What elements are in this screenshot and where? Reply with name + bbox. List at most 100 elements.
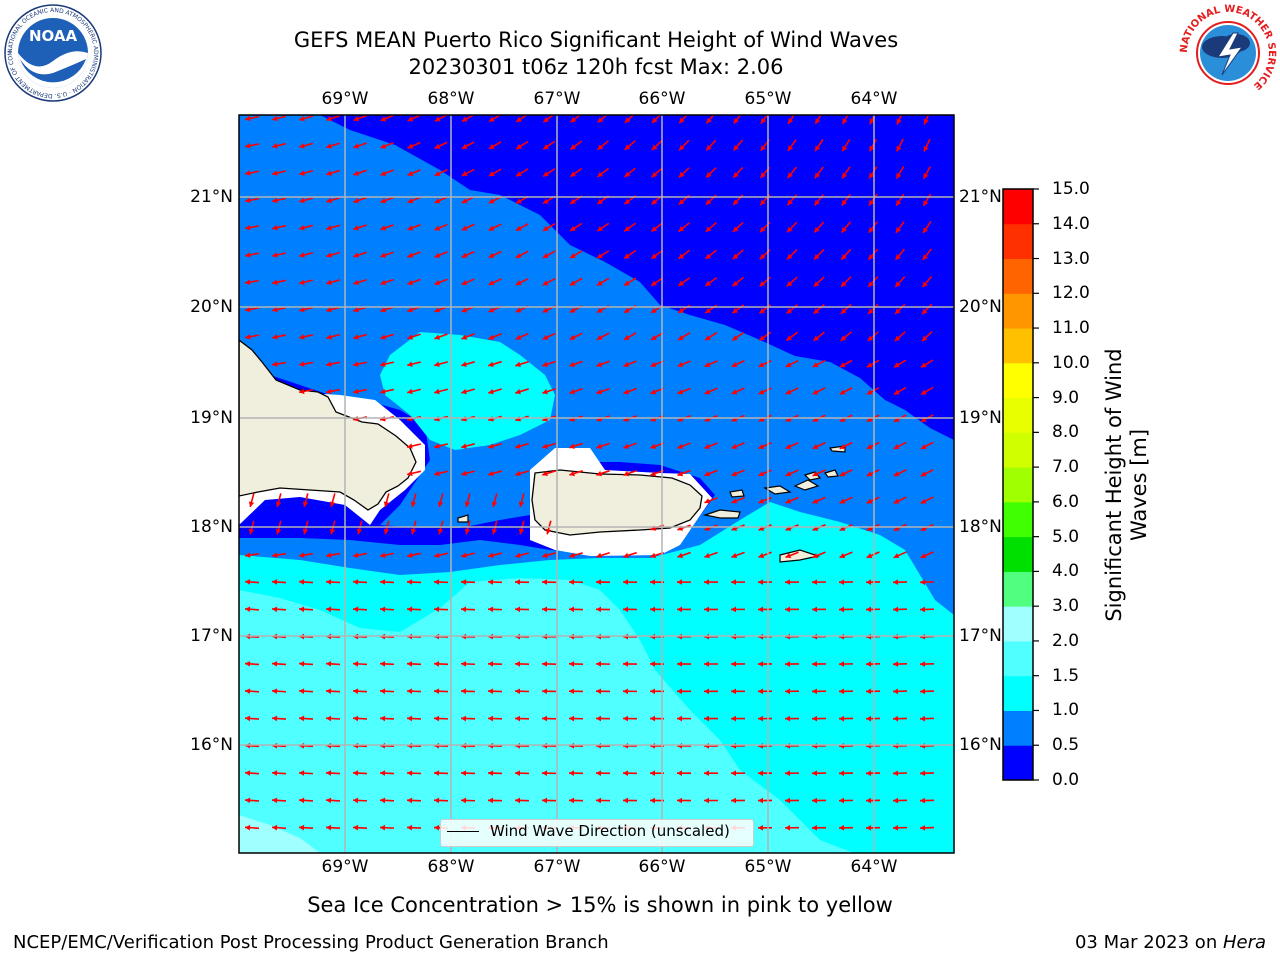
wave-vector-arrowhead — [650, 552, 656, 559]
wave-vector-arrowhead — [543, 198, 549, 204]
wave-vector-arrowhead — [704, 525, 711, 531]
wave-vector-arrowhead — [705, 335, 711, 341]
wave-vector-arrowhead — [866, 715, 872, 722]
wave-vector-arrowhead — [353, 116, 360, 122]
wave-vector-arrowhead — [893, 498, 900, 504]
wave-vector-arrowhead — [758, 362, 765, 368]
wave-vector-arrowhead — [488, 307, 495, 313]
wave-vector-arrowhead — [245, 306, 251, 313]
wave-vector-arrowhead — [596, 443, 603, 449]
wave-vector-arrowhead — [353, 770, 359, 776]
wave-vector-arrowhead — [650, 443, 657, 449]
wave-vector-arrowhead — [353, 688, 359, 694]
wave-vector-arrowhead — [299, 770, 305, 776]
wave-vector-arrowhead — [570, 144, 577, 150]
wave-vector-arrowhead — [407, 170, 414, 176]
footer-date-text: 03 Mar 2023 on — [1074, 932, 1223, 953]
wave-vector-arrowhead — [841, 254, 847, 260]
wave-vector-arrowhead — [866, 553, 873, 559]
wave-vector-arrowhead — [785, 525, 792, 531]
lon-tick-top-66: 66°W — [638, 89, 686, 109]
wave-vector-arrowhead — [597, 225, 603, 232]
wave-vector-arrowhead — [731, 797, 737, 804]
wave-vector-arrowhead — [569, 253, 576, 259]
wave-vector-arrowhead — [704, 471, 711, 477]
wave-vector-arrowhead — [543, 116, 550, 123]
wave-vector-arrowhead — [542, 334, 549, 340]
wave-vector-arrowhead — [272, 824, 278, 831]
wave-vector-arrowhead — [813, 308, 820, 314]
wave-vector-arrowhead — [785, 498, 792, 504]
wave-vector-arrowhead — [542, 579, 548, 585]
wave-vector-arrowhead — [839, 525, 846, 531]
colorbar-swatch — [1003, 328, 1033, 364]
wave-vector-arrowhead — [866, 444, 873, 450]
wave-vector-arrowhead — [839, 825, 845, 831]
wave-vector-arrowhead — [353, 606, 359, 613]
nws-logo: NATIONAL WEATHER SERVICE — [1179, 4, 1277, 101]
wave-vector-arrowhead — [380, 279, 386, 286]
wave-vector-arrowhead — [461, 225, 468, 231]
colorbar-swatch — [1003, 223, 1033, 260]
wave-vector-arrowhead — [245, 115, 251, 122]
wave-vector-arrowhead — [329, 528, 336, 535]
wave-vector-arrowhead — [488, 715, 494, 722]
wave-vector-arrowhead — [299, 552, 305, 558]
wave-vector-arrowhead — [380, 688, 386, 695]
wave-vector-arrowhead — [839, 362, 846, 368]
wave-vector-arrowhead — [704, 552, 711, 559]
wave-vector-arrowhead — [705, 280, 712, 287]
footer-date: 03 Mar 2023 on Hera — [1075, 932, 1266, 954]
wave-vector-arrowhead — [488, 470, 494, 477]
wave-vector-arrowhead — [921, 335, 928, 342]
wave-vector-arrowhead — [488, 688, 494, 695]
wave-vector-arrowhead — [732, 226, 739, 232]
wave-vector-arrowhead — [787, 145, 794, 151]
wave-vector-arrowhead — [380, 388, 386, 395]
wave-vector-arrowhead — [650, 688, 656, 695]
wave-vector-arrowhead — [759, 280, 766, 287]
wave-vector-arrowhead — [893, 444, 900, 450]
wave-vector-arrowhead — [839, 606, 845, 613]
band-2.0-3.0-corner — [239, 815, 320, 853]
wave-vector-arrowhead — [678, 335, 684, 341]
wave-vector-arrowhead — [272, 143, 278, 149]
wave-vector-arrowhead — [461, 388, 467, 395]
wave-vector-arrowhead — [895, 281, 901, 287]
wave-vector-arrowhead — [866, 825, 872, 831]
wave-vector-arrowhead — [731, 525, 738, 531]
wave-vector-arrowhead — [299, 224, 305, 231]
wave-vector-arrowhead — [842, 172, 848, 179]
wave-vector-arrowhead — [868, 227, 874, 233]
wave-vector-arrowhead — [326, 579, 332, 585]
wave-vector-arrowhead — [272, 306, 278, 313]
wave-vector-arrowhead — [922, 281, 928, 288]
wave-vector-arrowhead — [623, 579, 629, 585]
wave-vector-arrowhead — [704, 715, 710, 722]
wave-vector-arrowhead — [515, 388, 521, 395]
wave-vector-arrowhead — [651, 199, 658, 205]
wave-vector-arrowhead — [731, 606, 737, 613]
wave-vector-arrowhead — [596, 361, 603, 368]
wave-vector-arrowhead — [840, 335, 847, 341]
colorbar-tick-label: 0.5 — [1052, 735, 1080, 756]
wave-vector-arrowhead — [461, 579, 467, 585]
wave-vector-arrowhead — [380, 361, 386, 367]
virgin-islands — [457, 445, 846, 563]
wave-vector-arrowhead — [299, 252, 305, 258]
wave-vector-arrowhead — [896, 200, 902, 206]
wave-vector-arrowhead — [623, 389, 630, 395]
colorbar-label-line2: Waves [m] — [1127, 428, 1151, 542]
wave-vector-arrowhead — [678, 253, 685, 259]
wave-vector-arrowhead — [461, 361, 467, 367]
wave-vector-arrowhead — [461, 552, 467, 558]
wave-vector-arrowhead — [245, 224, 251, 231]
wave-vector-arrowhead — [542, 280, 549, 286]
wave-vector-arrowhead — [705, 226, 712, 232]
wave-vector-arrowhead — [326, 225, 332, 231]
wave-vector-arrowhead — [731, 688, 737, 695]
wave-vector-arrowhead — [407, 770, 413, 776]
wave-vector-arrowhead — [380, 824, 386, 831]
wave-vector-arrowhead — [245, 142, 251, 149]
wave-vector-arrowhead — [785, 389, 792, 395]
